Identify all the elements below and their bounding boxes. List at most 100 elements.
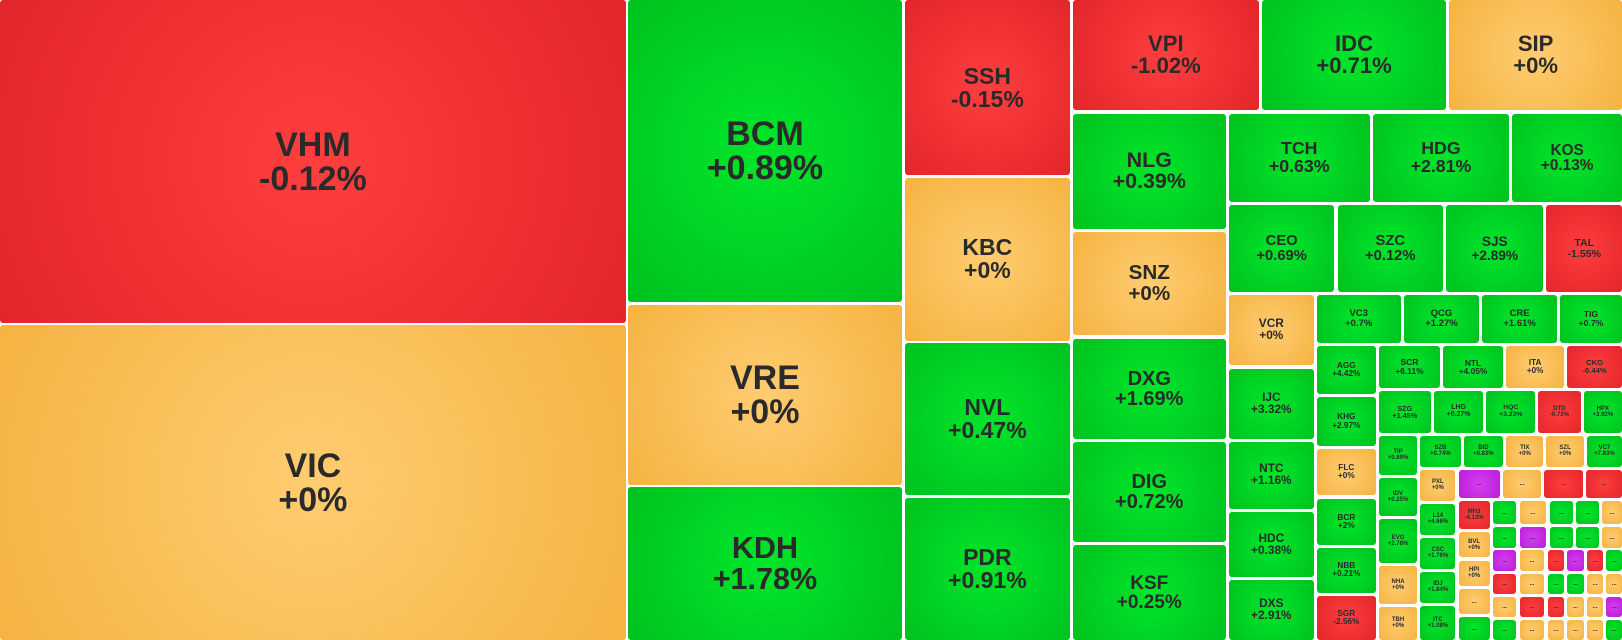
stock-tile[interactable]: ... bbox=[1606, 550, 1622, 571]
stock-tile[interactable]: HDG +2.81% bbox=[1372, 113, 1510, 203]
stock-tile[interactable]: ... bbox=[1547, 596, 1565, 618]
stock-tile[interactable]: ... bbox=[1492, 500, 1517, 525]
stock-tile[interactable]: PXL +0% bbox=[1420, 469, 1456, 501]
stock-tile[interactable]: BCR +2% bbox=[1316, 498, 1376, 546]
stock-tile[interactable]: NHA +0% bbox=[1378, 565, 1418, 604]
stock-tile[interactable]: HQC +3.23% bbox=[1486, 391, 1536, 433]
stock-tile[interactable]: ... bbox=[1567, 620, 1584, 640]
stock-tile[interactable]: TCH +0.63% bbox=[1228, 113, 1370, 203]
stock-tile[interactable]: ITC +1.08% bbox=[1420, 605, 1456, 640]
stock-tile[interactable]: ... bbox=[1547, 573, 1565, 594]
stock-tile[interactable]: SNZ +0% bbox=[1072, 232, 1226, 336]
stock-tile[interactable]: AGG +4.42% bbox=[1316, 345, 1376, 395]
stock-tile[interactable]: ... bbox=[1586, 620, 1604, 640]
stock-tile[interactable]: SCR +6.11% bbox=[1378, 345, 1440, 389]
stock-tile[interactable]: IDV +0.25% bbox=[1378, 477, 1418, 517]
stock-tile[interactable]: MH3 -4.13% bbox=[1458, 500, 1490, 529]
stock-tile[interactable]: ... bbox=[1519, 620, 1545, 640]
stock-tile[interactable]: IJC +3.32% bbox=[1228, 368, 1314, 439]
stock-tile[interactable]: ... bbox=[1519, 550, 1545, 571]
stock-tile[interactable]: BID +0.83% bbox=[1463, 435, 1504, 467]
stock-tile[interactable]: LHG +0.27% bbox=[1433, 391, 1484, 433]
stock-tile[interactable]: ... bbox=[1567, 596, 1584, 618]
stock-tile[interactable]: ... bbox=[1586, 573, 1604, 594]
stock-tile[interactable]: SZL +0% bbox=[1546, 435, 1584, 467]
stock-tile[interactable]: ... bbox=[1458, 469, 1500, 498]
stock-tile[interactable]: ... bbox=[1492, 550, 1517, 571]
stock-tile[interactable]: VCR +0% bbox=[1228, 295, 1314, 366]
stock-tile[interactable]: VHM -0.12% bbox=[0, 0, 626, 324]
stock-tile[interactable]: CKG -0.44% bbox=[1567, 345, 1622, 389]
stock-tile[interactable]: TIP +0.89% bbox=[1378, 435, 1418, 475]
stock-tile[interactable]: L14 +4.66% bbox=[1420, 503, 1456, 535]
stock-tile[interactable]: DXG +1.69% bbox=[1072, 338, 1226, 439]
stock-tile[interactable]: KBC +0% bbox=[905, 177, 1070, 341]
stock-tile[interactable]: ... bbox=[1458, 617, 1490, 640]
stock-tile[interactable]: KOS +0.13% bbox=[1512, 113, 1622, 203]
stock-tile[interactable]: ... bbox=[1544, 469, 1583, 498]
stock-tile[interactable]: ... bbox=[1567, 573, 1584, 594]
stock-tile[interactable]: QCG +1.27% bbox=[1403, 295, 1480, 343]
stock-tile[interactable]: CEO +0.69% bbox=[1228, 205, 1335, 293]
stock-tile[interactable]: BCM +0.89% bbox=[627, 0, 903, 303]
stock-tile[interactable]: ... bbox=[1458, 589, 1490, 615]
stock-tile[interactable]: PDR +0.91% bbox=[905, 497, 1070, 640]
stock-tile[interactable]: NBB +0.21% bbox=[1316, 548, 1376, 593]
stock-tile[interactable]: DTD -0.73% bbox=[1538, 391, 1581, 433]
stock-tile[interactable]: VC7 +7.83% bbox=[1586, 435, 1622, 467]
stock-tile[interactable]: VRE +0% bbox=[627, 304, 903, 486]
stock-tile[interactable]: IDJ +1.84% bbox=[1420, 571, 1456, 603]
stock-tile[interactable]: ... bbox=[1576, 527, 1600, 549]
stock-tile[interactable]: SSH -0.15% bbox=[905, 0, 1070, 176]
stock-tile[interactable]: ... bbox=[1567, 550, 1584, 571]
stock-tile[interactable]: ... bbox=[1492, 596, 1517, 618]
stock-tile[interactable]: CSC +1.76% bbox=[1420, 537, 1456, 569]
stock-tile[interactable]: VIC +0% bbox=[0, 325, 626, 640]
stock-tile[interactable]: DXS +2.91% bbox=[1228, 580, 1314, 640]
stock-tile[interactable]: NVL +0.47% bbox=[905, 342, 1070, 496]
stock-tile[interactable]: ... bbox=[1492, 527, 1517, 549]
stock-tile[interactable]: NTL +4.05% bbox=[1443, 345, 1504, 389]
stock-tile[interactable]: ... bbox=[1549, 500, 1574, 525]
stock-tile[interactable]: TBH +0% bbox=[1378, 606, 1418, 640]
stock-tile[interactable]: KDH +1.78% bbox=[627, 487, 903, 640]
stock-tile[interactable]: ... bbox=[1586, 550, 1604, 571]
stock-tile[interactable]: ... bbox=[1606, 573, 1622, 594]
stock-tile[interactable]: ... bbox=[1519, 500, 1547, 525]
stock-tile[interactable]: SGR -2.56% bbox=[1316, 595, 1376, 640]
stock-tile[interactable]: ... bbox=[1602, 500, 1622, 525]
stock-tile[interactable]: ... bbox=[1492, 620, 1517, 640]
stock-tile[interactable]: KSF +0.25% bbox=[1072, 545, 1226, 640]
stock-tile[interactable]: ... bbox=[1547, 620, 1565, 640]
stock-tile[interactable]: SZB +0.74% bbox=[1420, 435, 1461, 467]
stock-tile[interactable]: BVL +0% bbox=[1458, 531, 1490, 558]
stock-tile[interactable]: TIX +0% bbox=[1506, 435, 1544, 467]
stock-tile[interactable]: ... bbox=[1585, 469, 1622, 498]
stock-tile[interactable]: NLG +0.39% bbox=[1072, 113, 1226, 230]
stock-tile[interactable]: ... bbox=[1492, 573, 1517, 594]
stock-tile[interactable]: CRE +1.61% bbox=[1482, 295, 1557, 343]
stock-tile[interactable]: SJS +2.89% bbox=[1446, 205, 1544, 293]
stock-tile[interactable]: SIP +0% bbox=[1449, 0, 1622, 111]
stock-tile[interactable]: ... bbox=[1519, 527, 1547, 549]
stock-tile[interactable]: HDC +0.38% bbox=[1228, 512, 1314, 578]
stock-tile[interactable]: IDC +0.71% bbox=[1262, 0, 1447, 111]
stock-tile[interactable]: ... bbox=[1606, 596, 1622, 618]
stock-tile[interactable]: DIG +0.72% bbox=[1072, 441, 1226, 542]
stock-tile[interactable]: TAL -1.55% bbox=[1546, 205, 1622, 293]
stock-tile[interactable]: EVG +2.78% bbox=[1378, 519, 1418, 563]
stock-tile[interactable]: ... bbox=[1519, 596, 1545, 618]
stock-tile[interactable]: ... bbox=[1606, 620, 1622, 640]
stock-tile[interactable]: HPX +3.92% bbox=[1583, 391, 1622, 433]
stock-tile[interactable]: ... bbox=[1519, 573, 1545, 594]
stock-tile[interactable]: KHG +2.97% bbox=[1316, 397, 1376, 446]
stock-tile[interactable]: FLC +0% bbox=[1316, 449, 1376, 496]
stock-tile[interactable]: VC3 +0.7% bbox=[1316, 295, 1401, 343]
stock-tile[interactable]: HPI +0% bbox=[1458, 560, 1490, 587]
stock-tile[interactable]: ... bbox=[1547, 550, 1565, 571]
stock-tile[interactable]: VPI -1.02% bbox=[1072, 0, 1259, 111]
stock-tile[interactable]: ... bbox=[1549, 527, 1574, 549]
stock-tile[interactable]: SZC +0.12% bbox=[1337, 205, 1444, 293]
stock-tile[interactable]: NTC +1.16% bbox=[1228, 441, 1314, 509]
stock-tile[interactable]: ITA +0% bbox=[1506, 345, 1565, 389]
